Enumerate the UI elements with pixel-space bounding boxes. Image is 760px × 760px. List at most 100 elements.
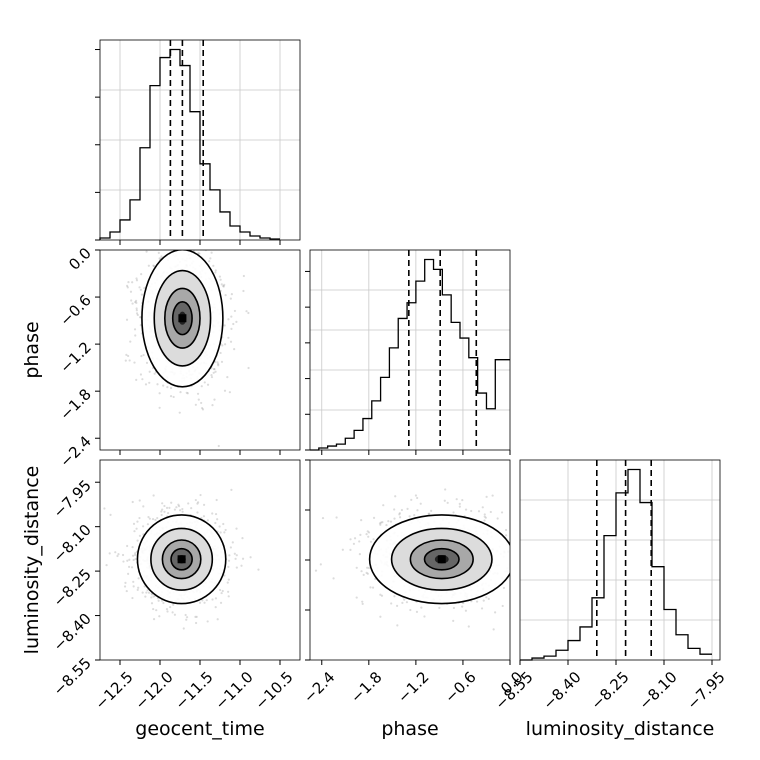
xlabel-geocent-time: geocent_time <box>135 718 264 740</box>
geocent-lumdist-sample-point <box>201 599 204 602</box>
geocent-lumdist-sample-point <box>169 605 172 609</box>
geocent-phase-sample-point <box>133 361 136 364</box>
geocent-phase-sample-point <box>242 274 245 278</box>
geocent-lumdist-sample-point <box>156 516 159 520</box>
geocent-lumdist-sample-point <box>227 595 230 598</box>
phase-hist-bar <box>354 430 363 450</box>
phase-lumdist-xtick-label: −2.4 <box>300 668 338 706</box>
phase-lumdist-sample-point <box>358 540 361 543</box>
geocent-lumdist-sample-point <box>167 511 170 515</box>
geocent-phase-sample-point <box>247 311 250 315</box>
geocent-lumdist-sample-point <box>219 601 223 604</box>
geocent-lumdist-xtick-label: −11.5 <box>172 668 217 713</box>
phase-lumdist-sample-point <box>583 611 585 613</box>
phase-lumdist-sample-point <box>492 628 495 631</box>
geocent-lumdist-sample-point <box>132 558 135 562</box>
geocent-hist-bar <box>150 86 160 240</box>
geocent-phase-sample-point <box>233 309 237 313</box>
geocent-lumdist-sample-point <box>197 501 200 504</box>
geocent-lumdist-sample-point <box>151 517 155 521</box>
phase-lumdist-sample-point <box>483 513 486 516</box>
geocent-hist-bar <box>170 50 180 240</box>
geocent-lumdist-sample-point <box>171 611 174 614</box>
phase-lumdist-sample-point <box>335 516 338 519</box>
phase-hist-bar <box>389 348 398 450</box>
geocent-lumdist-sample-point <box>173 613 177 616</box>
xlabel-phase: phase <box>381 718 438 740</box>
geocent-phase-sample-point <box>209 257 212 260</box>
geocent-phase-sample-point <box>194 403 197 406</box>
phase-lumdist-sample-point <box>415 610 419 613</box>
phase-lumdist-sample-point <box>540 526 542 528</box>
geocent-lumdist-sample-point <box>181 507 184 511</box>
geocent-phase-sample-point <box>136 247 138 249</box>
geocent-phase-sample-point <box>135 307 138 310</box>
geocent-phase-ytick-label: −1.8 <box>56 385 94 423</box>
phase-lumdist-sample-point <box>470 509 473 513</box>
phase-lumdist-sample-point <box>410 498 413 501</box>
phase-lumdist-sample-point <box>398 512 401 515</box>
geocent-phase-ytick-label: −2.4 <box>56 432 94 470</box>
phase-lumdist-sample-point <box>458 505 461 508</box>
geocent-phase-sample-point <box>200 401 203 405</box>
phase-hist-bar <box>486 409 495 450</box>
geocent-phase-sample-point <box>125 318 129 321</box>
geocent-lumdist-sample-point <box>216 618 219 621</box>
geocent-lumdist-sample-point <box>117 553 120 556</box>
geocent-phase-sample-point <box>139 373 143 376</box>
geocent-lumdist-sample-point <box>130 566 134 569</box>
geocent-lumdist-sample-point <box>137 586 140 589</box>
geocent-lumdist-sample-point <box>138 534 142 537</box>
phase-lumdist-sample-point <box>365 533 368 536</box>
phase-lumdist-sample-point <box>443 499 446 502</box>
geocent-lumdist-sample-point <box>166 610 169 613</box>
geocent-phase-sample-point <box>139 316 142 319</box>
panel-geocent-phase-2d: 0.0 −0.6 −1.2 −1.8 −2.4 <box>56 244 301 471</box>
geocent-phase-sample-point <box>200 385 203 388</box>
geocent-hist-histogram-line <box>99 48 280 240</box>
geocent-lumdist-ytick-label: −8.10 <box>50 521 95 566</box>
phase-lumdist-sample-point <box>389 520 393 523</box>
lumdist-hist-xtick-label: −8.40 <box>540 668 585 713</box>
phase-lumdist-sample-point <box>455 498 458 501</box>
phase-lumdist-sample-point <box>393 508 396 511</box>
geocent-lumdist-sample-point <box>126 544 129 548</box>
phase-lumdist-sample-point <box>430 509 433 512</box>
phase-lumdist-sample-point <box>366 530 369 533</box>
geocent-lumdist-sample-point <box>216 518 219 521</box>
geocent-lumdist-sample-point <box>131 596 134 600</box>
lumdist-hist-xtick-label: −7.95 <box>684 668 729 713</box>
geocent-lumdist-sample-point <box>136 520 139 523</box>
phase-lumdist-sample-point <box>401 601 404 605</box>
geocent-phase-sample-point <box>152 264 155 267</box>
geocent-phase-sample-point <box>131 281 134 284</box>
geocent-lumdist-sample-point <box>228 554 231 557</box>
geocent-lumdist-sample-point <box>160 510 163 513</box>
geocent-lumdist-sample-point <box>249 556 252 559</box>
geocent-hist-bar <box>200 164 210 240</box>
geocent-phase-sample-point <box>211 404 214 407</box>
phase-lumdist-contour <box>423 547 460 571</box>
geocent-lumdist-sample-point <box>131 500 134 504</box>
geocent-phase-sample-point <box>129 340 132 343</box>
phase-lumdist-sample-point <box>515 573 517 575</box>
geocent-phase-sample-point <box>212 368 216 371</box>
geocent-phase-sample-point <box>214 271 217 274</box>
lumdist-hist-bar <box>676 635 688 660</box>
geocent-lumdist-sample-point <box>218 525 221 528</box>
phase-lumdist-sample-point <box>352 542 356 545</box>
phase-lumdist-sample-point <box>416 509 419 512</box>
phase-lumdist-sample-point <box>372 538 375 541</box>
geocent-phase-sample-point <box>179 391 182 394</box>
phase-hist-bar <box>504 360 510 450</box>
phase-lumdist-sample-point <box>484 516 487 519</box>
geocent-lumdist-sample-point <box>230 488 233 491</box>
geocent-lumdist-sample-point <box>143 585 146 588</box>
geocent-phase-sample-point <box>223 283 226 286</box>
geocent-lumdist-ytick-label: −7.95 <box>50 476 95 521</box>
geocent-phase-sample-point <box>148 381 151 384</box>
phase-lumdist-sample-point <box>366 566 369 569</box>
geocent-phase-sample-point <box>166 386 169 389</box>
lumdist-hist-frame <box>519 459 721 661</box>
geocent-phase-sample-point <box>206 383 210 386</box>
